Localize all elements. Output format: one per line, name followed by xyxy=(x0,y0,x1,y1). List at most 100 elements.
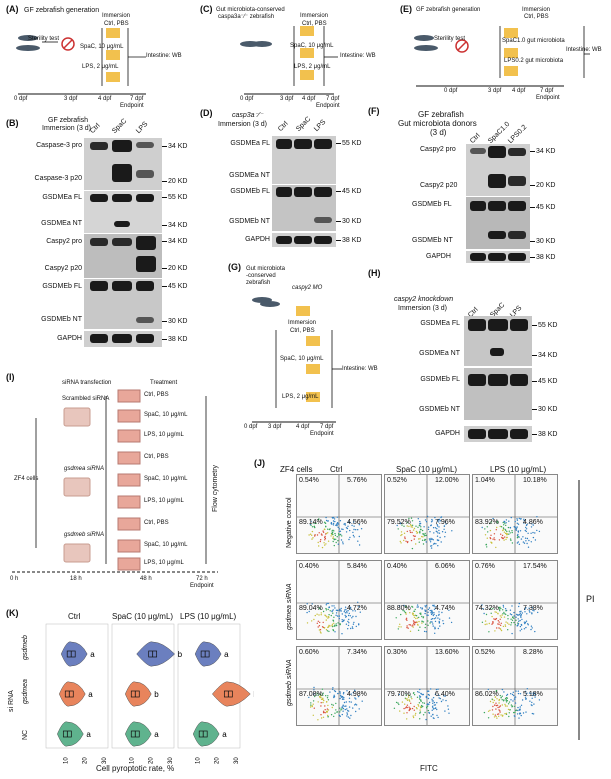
event-dot xyxy=(436,525,439,527)
event-dot xyxy=(526,523,528,526)
event-dot xyxy=(486,526,488,528)
quadrant-value: 7.96% xyxy=(435,519,455,526)
event-dot xyxy=(511,531,513,534)
event-dot xyxy=(499,606,501,608)
panel-subtitle: (3 d) xyxy=(430,128,447,137)
endpoint: Endpoint xyxy=(316,103,340,109)
event-dot xyxy=(326,602,328,605)
event-dot xyxy=(425,696,427,698)
event-dot xyxy=(324,536,326,539)
event-dot xyxy=(352,615,354,618)
event-dot xyxy=(353,621,355,624)
flow-plot: 0.54% 5.76% 89.14% 4.56% xyxy=(296,474,382,554)
row-label: Caspase-3 pro xyxy=(36,142,82,149)
event-dot xyxy=(498,608,501,610)
event-dot xyxy=(332,620,335,622)
panel-title: Gut microbiota xyxy=(246,266,286,272)
event-dot xyxy=(325,519,328,522)
panel-subtitle: Immersion (3 d) xyxy=(218,121,268,128)
panel-title: caspy2 knockdown xyxy=(394,296,454,303)
event-dot xyxy=(326,697,329,699)
event-dot xyxy=(404,536,406,538)
event-dot xyxy=(325,604,327,606)
event-dot xyxy=(505,698,507,701)
event-dot xyxy=(409,531,412,534)
panel-label: (A) xyxy=(6,4,19,14)
event-dot xyxy=(487,531,489,533)
time-7: 7 dpf xyxy=(130,96,144,102)
event-dot xyxy=(404,703,406,705)
event-dot xyxy=(325,532,328,535)
event-dot xyxy=(500,628,502,630)
event-dot xyxy=(404,537,406,540)
event-dot xyxy=(406,625,408,627)
event-dot xyxy=(395,617,397,619)
event-dot xyxy=(327,602,329,605)
event-dot xyxy=(313,618,315,621)
event-dot xyxy=(496,713,499,715)
event-dot xyxy=(531,523,533,525)
event-dot xyxy=(411,526,414,528)
event-dot xyxy=(349,536,351,539)
event-dot xyxy=(492,705,494,708)
event-dot xyxy=(498,699,500,702)
event-dot xyxy=(352,691,355,694)
time-0: 0 dpf xyxy=(240,96,254,102)
quadrant-value: 5.76% xyxy=(347,477,367,484)
event-dot xyxy=(401,524,403,526)
event-dot xyxy=(331,706,333,709)
event-dot xyxy=(331,531,334,534)
event-dot xyxy=(508,701,511,703)
event-dot xyxy=(430,545,432,547)
event-dot xyxy=(414,614,416,617)
event-dot xyxy=(321,626,324,628)
event-dot xyxy=(438,526,440,528)
tick-label: 20 xyxy=(215,757,221,764)
event-dot xyxy=(325,619,327,621)
event-dot xyxy=(403,539,405,542)
event-dot xyxy=(325,543,327,545)
event-dot xyxy=(337,692,339,695)
event-dot xyxy=(411,524,414,526)
event-dot xyxy=(317,620,319,622)
event-dot xyxy=(492,517,494,520)
significance-letter: a xyxy=(154,730,159,739)
event-dot xyxy=(410,517,413,519)
panel-label: (E) xyxy=(400,4,412,14)
event-dot xyxy=(422,705,424,708)
event-dot xyxy=(523,542,526,544)
event-dot xyxy=(413,527,416,530)
event-dot xyxy=(351,524,353,527)
cond-label: Ctrl, PBS xyxy=(144,520,169,526)
time-3: 3 dpf xyxy=(488,88,502,94)
event-dot xyxy=(518,708,521,711)
event-dot xyxy=(415,543,417,545)
event-dot xyxy=(525,528,528,530)
quadrant-value: 0.54% xyxy=(299,477,319,484)
event-dot xyxy=(312,703,314,705)
event-dot xyxy=(324,539,326,541)
event-dot xyxy=(350,693,352,695)
event-dot xyxy=(493,716,496,718)
event-dot xyxy=(324,712,326,714)
event-dot xyxy=(406,626,408,629)
event-dot xyxy=(434,606,436,608)
event-dot xyxy=(499,615,501,617)
kd-marker: 30 KD xyxy=(532,406,557,414)
event-dot xyxy=(334,712,336,714)
group-label: gsdmea siRNA xyxy=(64,466,105,472)
event-dot xyxy=(519,693,522,695)
event-dot xyxy=(500,616,503,618)
event-dot xyxy=(332,536,335,538)
quadrant-value: 5.84% xyxy=(347,563,367,570)
event-dot xyxy=(418,616,420,619)
event-dot xyxy=(438,611,440,613)
event-dot xyxy=(342,698,344,700)
event-dot xyxy=(502,537,504,540)
event-dot xyxy=(355,615,357,618)
violin-mark: a xyxy=(60,641,95,667)
event-dot xyxy=(342,528,344,531)
event-dot xyxy=(422,714,425,716)
event-dot xyxy=(434,527,437,529)
event-dot xyxy=(513,698,516,700)
